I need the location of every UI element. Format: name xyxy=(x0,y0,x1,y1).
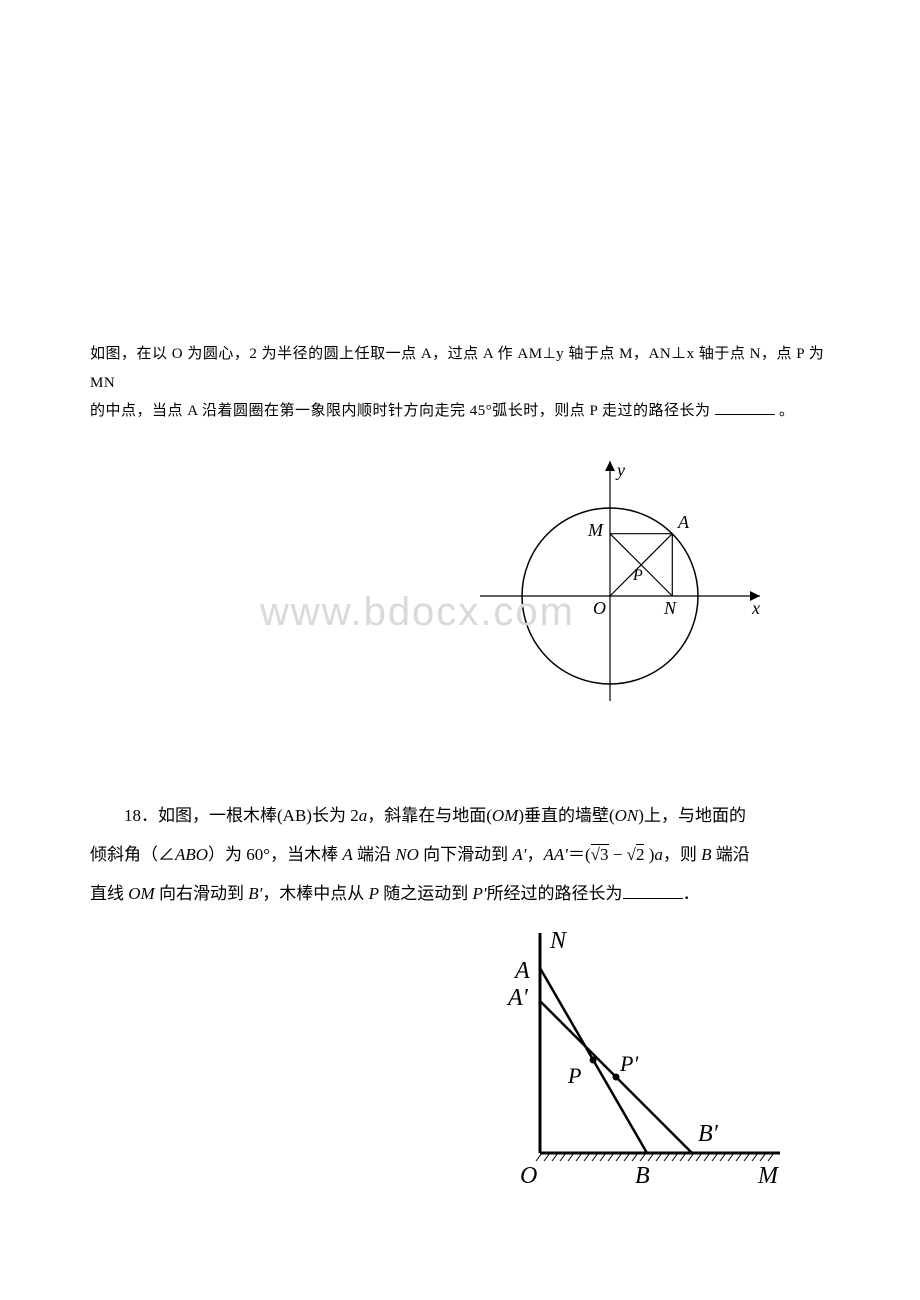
label-M: M xyxy=(587,520,604,540)
p18-var-Ap: A′ xyxy=(512,845,526,864)
p18-l3e: 所经过的路径长为 xyxy=(487,884,623,903)
label-Ap: A′ xyxy=(506,985,529,1011)
label-Pp: P′ xyxy=(619,1051,639,1076)
label-N: N xyxy=(663,598,677,618)
p18-var-A: A xyxy=(342,845,352,864)
label-P: P xyxy=(632,567,643,584)
label-M2: M xyxy=(757,1163,780,1189)
p18-var-B: B xyxy=(701,845,711,864)
p18-l1b: ，斜靠在与地面( xyxy=(367,806,492,825)
p18-l2g: ) xyxy=(644,845,654,864)
p18-var-OM: OM xyxy=(492,806,518,825)
p18-l3d: 随之运动到 xyxy=(379,884,473,903)
y-arrow xyxy=(605,461,615,471)
p18-l2h: ，则 xyxy=(663,845,701,864)
problem-17-text: 如图，在以 O 为圆心，2 为半径的圆上任取一点 A，过点 A 作 AM⊥y 轴… xyxy=(90,340,830,426)
label-x: x xyxy=(751,598,760,618)
label-B: B xyxy=(635,1163,650,1189)
watermark-text: www.bdocx.com xyxy=(260,590,575,635)
p18-var-AAp: AA′ xyxy=(543,845,568,864)
p18-l2e: ， xyxy=(526,845,543,864)
p18-var-Pp: P′ xyxy=(472,884,486,903)
p18-l2a: 倾斜角（∠ xyxy=(90,845,175,864)
p18-l3b: 向右滑动到 xyxy=(155,884,249,903)
label-O: O xyxy=(593,598,606,618)
p18-var-ON: ON xyxy=(615,806,639,825)
label-A: A xyxy=(677,512,690,532)
p18-sqrt2: √2 xyxy=(627,844,645,864)
p18-var-ABO: ABO xyxy=(175,845,208,864)
p17-blank xyxy=(715,400,775,415)
p18-l2f: ＝( xyxy=(568,845,591,864)
p18-l2c: 端沿 xyxy=(353,845,396,864)
figure-2-container: N A A′ P P′ B′ O B M xyxy=(90,923,830,1193)
p18-var-OM2: OM xyxy=(128,884,154,903)
p18-minus: − xyxy=(609,845,627,864)
label-Bp: B′ xyxy=(698,1121,719,1147)
p18-l2d: 向下滑动到 xyxy=(419,845,513,864)
p18-num: 18． xyxy=(124,806,158,825)
label-N: N xyxy=(549,928,568,954)
figure-2-svg: N A A′ P P′ B′ O B M xyxy=(480,923,790,1193)
p17-line2b: 。 xyxy=(779,403,795,419)
p18-var-a2: a xyxy=(654,845,663,864)
p18-l3c: ，木棒中点从 xyxy=(262,884,368,903)
p17-line1: 如图，在以 O 为圆心，2 为半径的圆上任取一点 A，过点 A 作 AM⊥y 轴… xyxy=(90,346,824,391)
p18-l2b: ）为 60°，当木棒 xyxy=(208,845,342,864)
p17-line2a: 的中点，当点 A 沿着圆圈在第一象限内顺时针方向走完 45°弧长时，则点 P 走… xyxy=(90,403,715,419)
p18-var-P: P xyxy=(369,884,379,903)
p18-sqrt3: √3 xyxy=(591,844,609,864)
point-P xyxy=(590,1056,597,1063)
p18-l3a: 直线 xyxy=(90,884,128,903)
label-y: y xyxy=(615,460,625,480)
label-P2: P xyxy=(567,1063,581,1088)
problem-18-text: 18．如图，一根木棒(AB)长为 2a，斜靠在与地面(OM)垂直的墙壁(ON)上… xyxy=(90,796,830,913)
figure-1-svg: y x M A P O N xyxy=(480,446,780,706)
label-O2: O xyxy=(520,1163,537,1189)
figure-1-container: y x M A P O N xyxy=(90,446,830,706)
label-A2: A xyxy=(513,958,530,984)
p18-l2i: 端沿 xyxy=(712,845,750,864)
p18-var-Bp: B′ xyxy=(248,884,262,903)
p18-l3f: ． xyxy=(683,884,700,903)
p18-var-NO: NO xyxy=(395,845,419,864)
point-Pp xyxy=(613,1073,620,1080)
p18-blank xyxy=(623,882,683,899)
p18-l1c: )垂直的墙壁( xyxy=(518,806,614,825)
p18-l1a: 如图，一根木棒(AB)长为 2 xyxy=(158,806,359,825)
p18-l1d: )上，与地面的 xyxy=(638,806,746,825)
p18-var-a: a xyxy=(359,806,368,825)
